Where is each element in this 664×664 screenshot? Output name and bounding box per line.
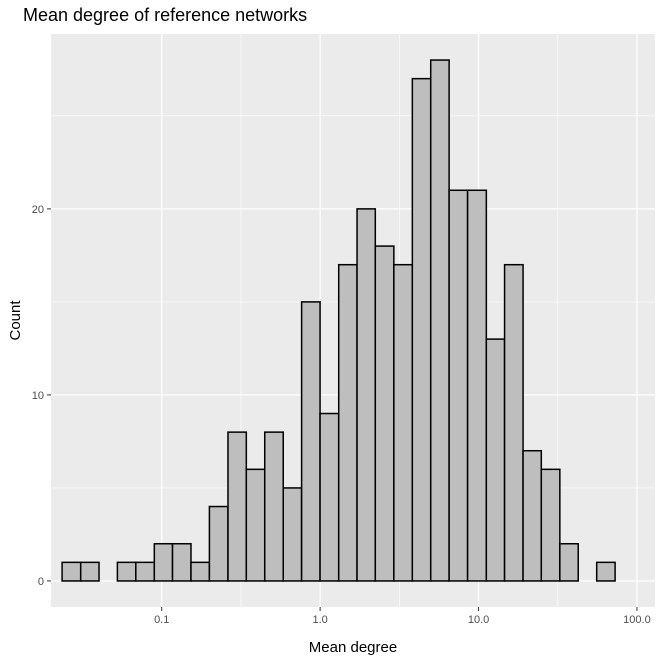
chart-title: Mean degree of reference networks (23, 5, 308, 25)
histogram-bar (393, 263, 414, 582)
histogram-bar (300, 301, 321, 582)
histogram-bar (356, 208, 377, 582)
x-tick-label: 100.0 (623, 614, 651, 626)
histogram-bar (171, 542, 192, 582)
y-tick-label: 10 (32, 390, 44, 402)
y-tick-label: 0 (38, 576, 44, 588)
histogram-bar (374, 245, 395, 582)
histogram-bar (485, 338, 506, 582)
histogram-bar (411, 77, 432, 582)
histogram-bar (79, 561, 100, 582)
histogram-bar (263, 431, 284, 582)
x-tick-label: 0.1 (154, 614, 169, 626)
histogram-bar (337, 263, 358, 582)
x-axis: 0.1 1.0 10.0 100.0 (154, 607, 651, 626)
histogram-bar (135, 561, 156, 582)
y-axis-title: Count (7, 300, 24, 341)
histogram-bar (153, 542, 174, 582)
histogram-bar (190, 561, 211, 582)
x-tick-label: 1.0 (312, 614, 327, 626)
histogram-bar (245, 468, 266, 582)
x-axis-title: Mean degree (309, 639, 397, 656)
histogram-bar (540, 468, 561, 582)
y-tick-label: 20 (32, 204, 44, 216)
histogram-bar (466, 189, 488, 582)
histogram-bar (429, 59, 450, 582)
histogram-bar (448, 189, 469, 582)
histogram-bar (116, 561, 137, 582)
y-axis: 0 10 20 (32, 204, 51, 588)
histogram-bar (559, 542, 579, 582)
histogram-bar (503, 263, 524, 582)
histogram-bar (227, 431, 248, 582)
histogram-bar (282, 487, 303, 582)
histogram-bar (208, 505, 229, 582)
histogram-bar (319, 412, 340, 582)
histogram-bar (61, 561, 82, 582)
x-tick-label: 10.0 (468, 614, 489, 626)
histogram-bars (61, 59, 616, 582)
histogram-bar (522, 449, 543, 582)
histogram-bar (595, 561, 616, 582)
